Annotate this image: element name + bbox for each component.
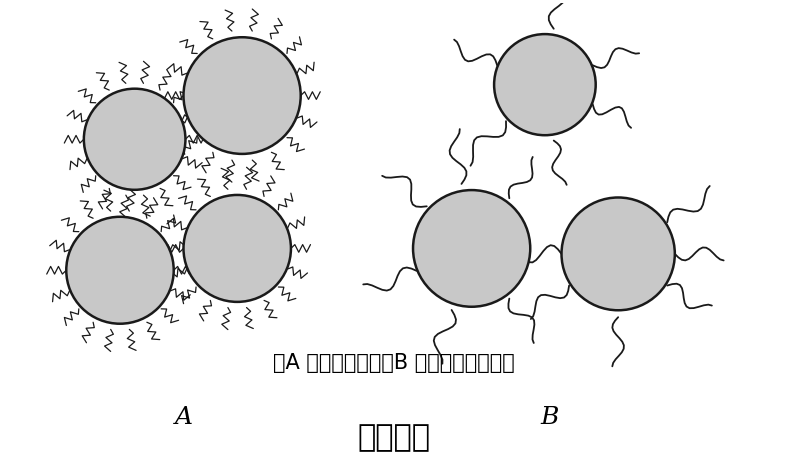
Ellipse shape [183, 37, 301, 154]
Text: B: B [541, 406, 559, 429]
Ellipse shape [494, 34, 596, 135]
Ellipse shape [413, 190, 530, 307]
Ellipse shape [66, 217, 174, 324]
Text: 接枝结构: 接枝结构 [357, 423, 430, 452]
Ellipse shape [84, 89, 186, 190]
Ellipse shape [561, 198, 674, 310]
Ellipse shape [183, 195, 291, 302]
Text: A: A [175, 406, 193, 429]
Text: （A 为主链接枝法，B 为接枝到主链法）: （A 为主链接枝法，B 为接枝到主链法） [272, 353, 515, 373]
